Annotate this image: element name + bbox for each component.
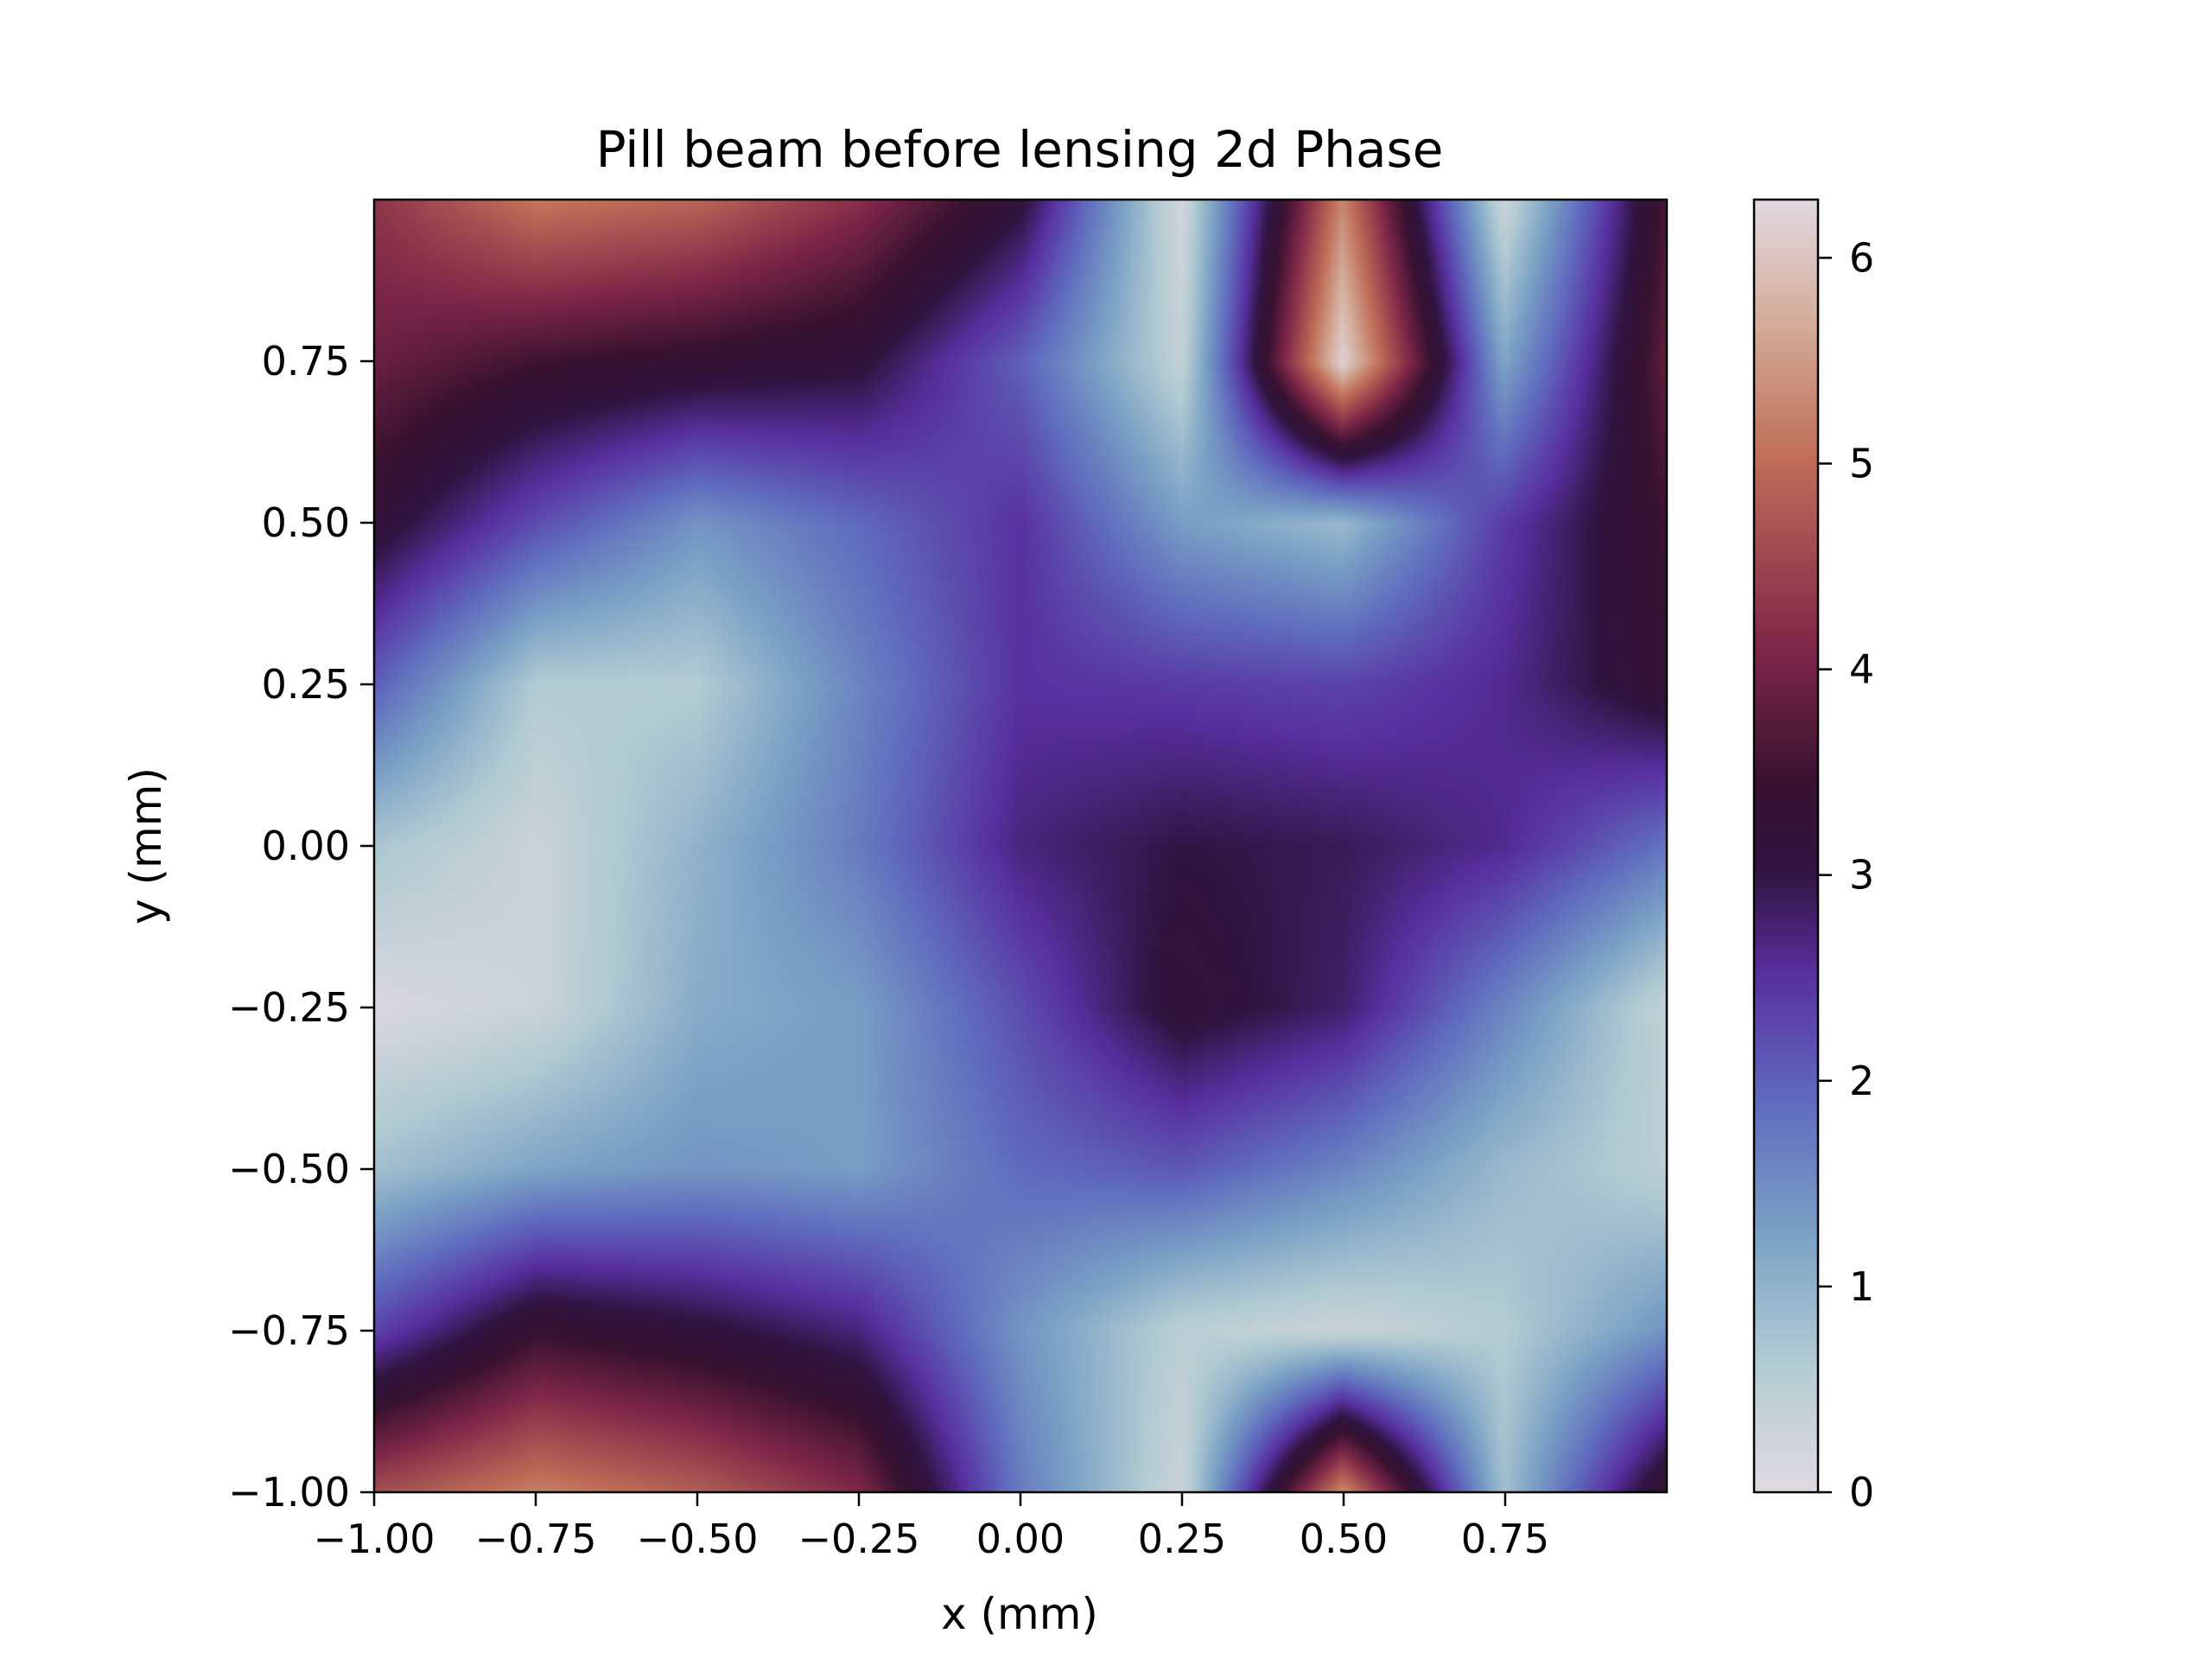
x-tick-label: −0.25 <box>798 1516 920 1562</box>
colorbar-tick-label: 3 <box>1849 852 1874 899</box>
x-tick-label: 0.75 <box>1461 1516 1549 1562</box>
y-tick-label: −0.75 <box>228 1307 350 1354</box>
x-tick-label: −0.50 <box>637 1516 759 1562</box>
colorbar <box>1754 200 1818 1492</box>
x-tick-label: −0.75 <box>475 1516 597 1562</box>
y-tick-label: −1.00 <box>228 1469 350 1516</box>
heatmap-image-holder <box>374 200 1667 1492</box>
y-tick-label: 0.00 <box>262 823 350 869</box>
y-tick-label: −0.25 <box>228 984 350 1031</box>
y-tick-label: 0.25 <box>262 661 350 708</box>
x-axis: −1.00 −0.75 −0.50 −0.25 0.00 0.25 0.50 0.75 <box>314 1492 1549 1562</box>
colorbar-tick-label: 2 <box>1849 1058 1874 1104</box>
x-tick-label: −1.00 <box>314 1516 435 1562</box>
x-axis-label: x (mm) <box>941 1589 1098 1639</box>
x-tick-label: 0.25 <box>1138 1516 1226 1562</box>
colorbar-tick-label: 5 <box>1849 440 1874 486</box>
colorbar-axis: 0 1 2 3 4 5 6 <box>1818 234 1874 1516</box>
heatmap-image <box>374 200 1667 1492</box>
colorbar-tick-label: 0 <box>1849 1469 1874 1516</box>
y-tick-label: 0.75 <box>262 338 350 385</box>
y-tick-label: 0.50 <box>262 499 350 546</box>
x-tick-label: 0.50 <box>1300 1516 1388 1562</box>
chart-title: Pill beam before lensing 2d Phase <box>596 120 1444 179</box>
colorbar-tick-label: 6 <box>1849 234 1874 281</box>
y-tick-label: −0.50 <box>228 1146 350 1192</box>
colorbar-tick-label: 1 <box>1849 1263 1874 1310</box>
y-axis-label: y (mm) <box>121 767 171 925</box>
y-axis: −1.00 −0.75 −0.50 −0.25 0.00 0.25 0.50 0.75 <box>228 338 374 1516</box>
x-tick-label: 0.00 <box>976 1516 1065 1562</box>
colorbar-frame <box>1752 198 1820 1494</box>
colorbar-tick-label: 4 <box>1849 646 1874 693</box>
